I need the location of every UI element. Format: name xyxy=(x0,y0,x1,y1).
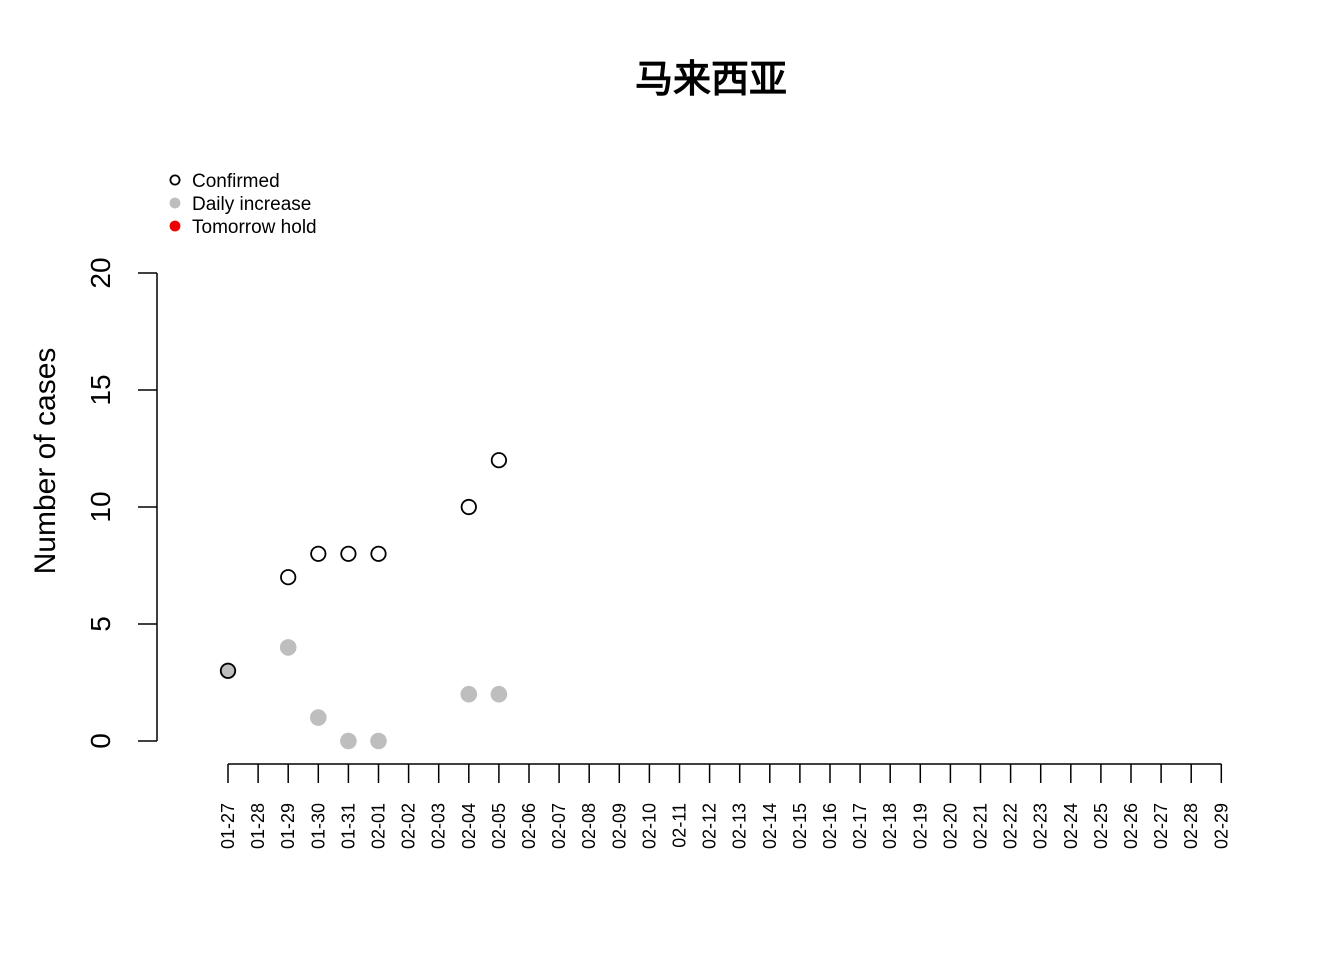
x-tick-label: 02-07 xyxy=(549,803,569,849)
x-tick-label: 01-29 xyxy=(278,803,298,849)
x-tick-label: 02-25 xyxy=(1091,803,1111,849)
confirmed-point xyxy=(490,452,507,469)
legend-marker xyxy=(169,220,181,232)
daily-increase-point xyxy=(310,709,327,726)
confirmed-point xyxy=(460,498,477,516)
x-tick-label: 02-05 xyxy=(489,803,509,849)
x-tick-label: 01-28 xyxy=(248,803,268,849)
y-axis-label: Number of cases xyxy=(29,348,62,575)
x-tick-label: 02-14 xyxy=(760,803,780,849)
legend-marker xyxy=(169,174,181,186)
daily-increase-point xyxy=(219,662,237,680)
y-axis: 0 5 10 15 20 xyxy=(85,257,158,749)
x-tick-label: 02-06 xyxy=(519,803,539,849)
x-tick-label: 02-10 xyxy=(639,803,659,849)
x-tick-label: 02-13 xyxy=(730,803,750,849)
x-tick-label: 02-19 xyxy=(910,803,930,849)
confirmed-point xyxy=(219,662,237,679)
confirmed-point xyxy=(370,545,387,562)
daily-increase-point xyxy=(370,732,387,750)
x-tick-label: 02-09 xyxy=(609,803,629,849)
confirmed-point xyxy=(280,569,297,586)
x-tick-label: 02-15 xyxy=(790,803,810,849)
chart-title: 马来西亚 xyxy=(635,59,787,101)
daily-increase-point xyxy=(279,639,297,656)
data-points xyxy=(219,452,508,750)
x-tick-label: 02-18 xyxy=(880,803,900,849)
legend-label: Daily increase xyxy=(192,194,311,215)
y-tick-label: 0 xyxy=(85,733,116,749)
legend-marker xyxy=(169,197,181,209)
confirmed-point xyxy=(310,545,327,562)
x-tick-label: 02-11 xyxy=(670,803,690,848)
x-tick-label: 02-04 xyxy=(459,803,479,849)
x-tick-label: 02-23 xyxy=(1031,803,1051,849)
y-tick-label: 10 xyxy=(85,491,116,522)
x-tick-label: 02-28 xyxy=(1181,803,1201,849)
x-tick-label: 02-12 xyxy=(700,803,720,849)
x-tick-label: 02-02 xyxy=(399,803,419,849)
x-tick-label: 02-03 xyxy=(429,803,449,849)
confirmed-point xyxy=(340,545,357,562)
x-axis: 01-27 01-28 01-29 01-30 01-31 02-01 02-02 02-03… xyxy=(218,763,1231,849)
x-tick-label: 02-22 xyxy=(1001,803,1021,849)
x-tick-label: 02-29 xyxy=(1211,803,1231,849)
daily-increase-point xyxy=(460,685,478,703)
x-tick-label: 02-27 xyxy=(1151,803,1171,849)
x-tick-label: 01-27 xyxy=(218,803,238,849)
y-tick-label: 20 xyxy=(85,257,116,288)
x-tick-label: 01-31 xyxy=(338,803,358,849)
y-tick-label: 5 xyxy=(85,616,116,632)
legend-label: Tomorrow hold xyxy=(192,217,317,238)
x-tick-label: 02-17 xyxy=(850,803,870,849)
x-tick-label: 02-16 xyxy=(820,803,840,849)
x-tick-label: 02-08 xyxy=(579,803,599,849)
x-tick-label: 02-26 xyxy=(1121,803,1141,849)
daily-increase-point xyxy=(340,732,357,750)
x-tick-label: 02-01 xyxy=(369,803,389,849)
x-tick-label: 01-30 xyxy=(308,803,328,849)
x-tick-label: 02-24 xyxy=(1061,803,1081,849)
x-tick-label: 02-20 xyxy=(940,803,960,849)
daily-increase-point xyxy=(490,685,508,703)
y-tick-label: 15 xyxy=(85,374,116,405)
x-tick-label: 02-21 xyxy=(971,803,991,849)
legend-label: Confirmed xyxy=(192,171,280,192)
